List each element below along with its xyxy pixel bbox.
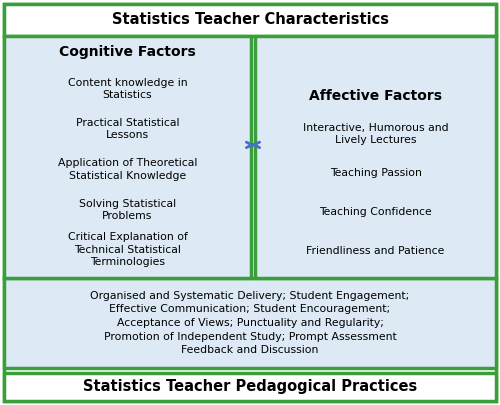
Text: Statistics Teacher Characteristics: Statistics Teacher Characteristics: [112, 13, 388, 28]
Text: Cognitive Factors: Cognitive Factors: [59, 45, 196, 59]
Text: Application of Theoretical
Statistical Knowledge: Application of Theoretical Statistical K…: [58, 158, 197, 181]
Text: Critical Explanation of
Technical Statistical
Terminologies: Critical Explanation of Technical Statis…: [68, 232, 188, 267]
Text: Statistics Teacher Pedagogical Practices: Statistics Teacher Pedagogical Practices: [83, 379, 417, 394]
Text: Interactive, Humorous and
Lively Lectures: Interactive, Humorous and Lively Lecture…: [302, 123, 448, 145]
Text: Solving Statistical
Problems: Solving Statistical Problems: [79, 198, 176, 221]
Text: Teaching Confidence: Teaching Confidence: [319, 207, 432, 217]
Bar: [255, 36, 496, 278]
Text: Practical Statistical
Lessons: Practical Statistical Lessons: [76, 118, 179, 141]
Bar: [4, 373, 496, 401]
Text: Teaching Passion: Teaching Passion: [330, 168, 422, 178]
Text: Affective Factors: Affective Factors: [309, 90, 442, 104]
Bar: [4, 4, 496, 36]
Text: Content knowledge in
Statistics: Content knowledge in Statistics: [68, 78, 188, 100]
Bar: [4, 36, 251, 278]
Bar: [4, 278, 496, 368]
Text: Organised and Systematic Delivery; Student Engagement;
Effective Communication; : Organised and Systematic Delivery; Stude…: [90, 291, 409, 355]
Text: Friendliness and Patience: Friendliness and Patience: [306, 245, 444, 256]
